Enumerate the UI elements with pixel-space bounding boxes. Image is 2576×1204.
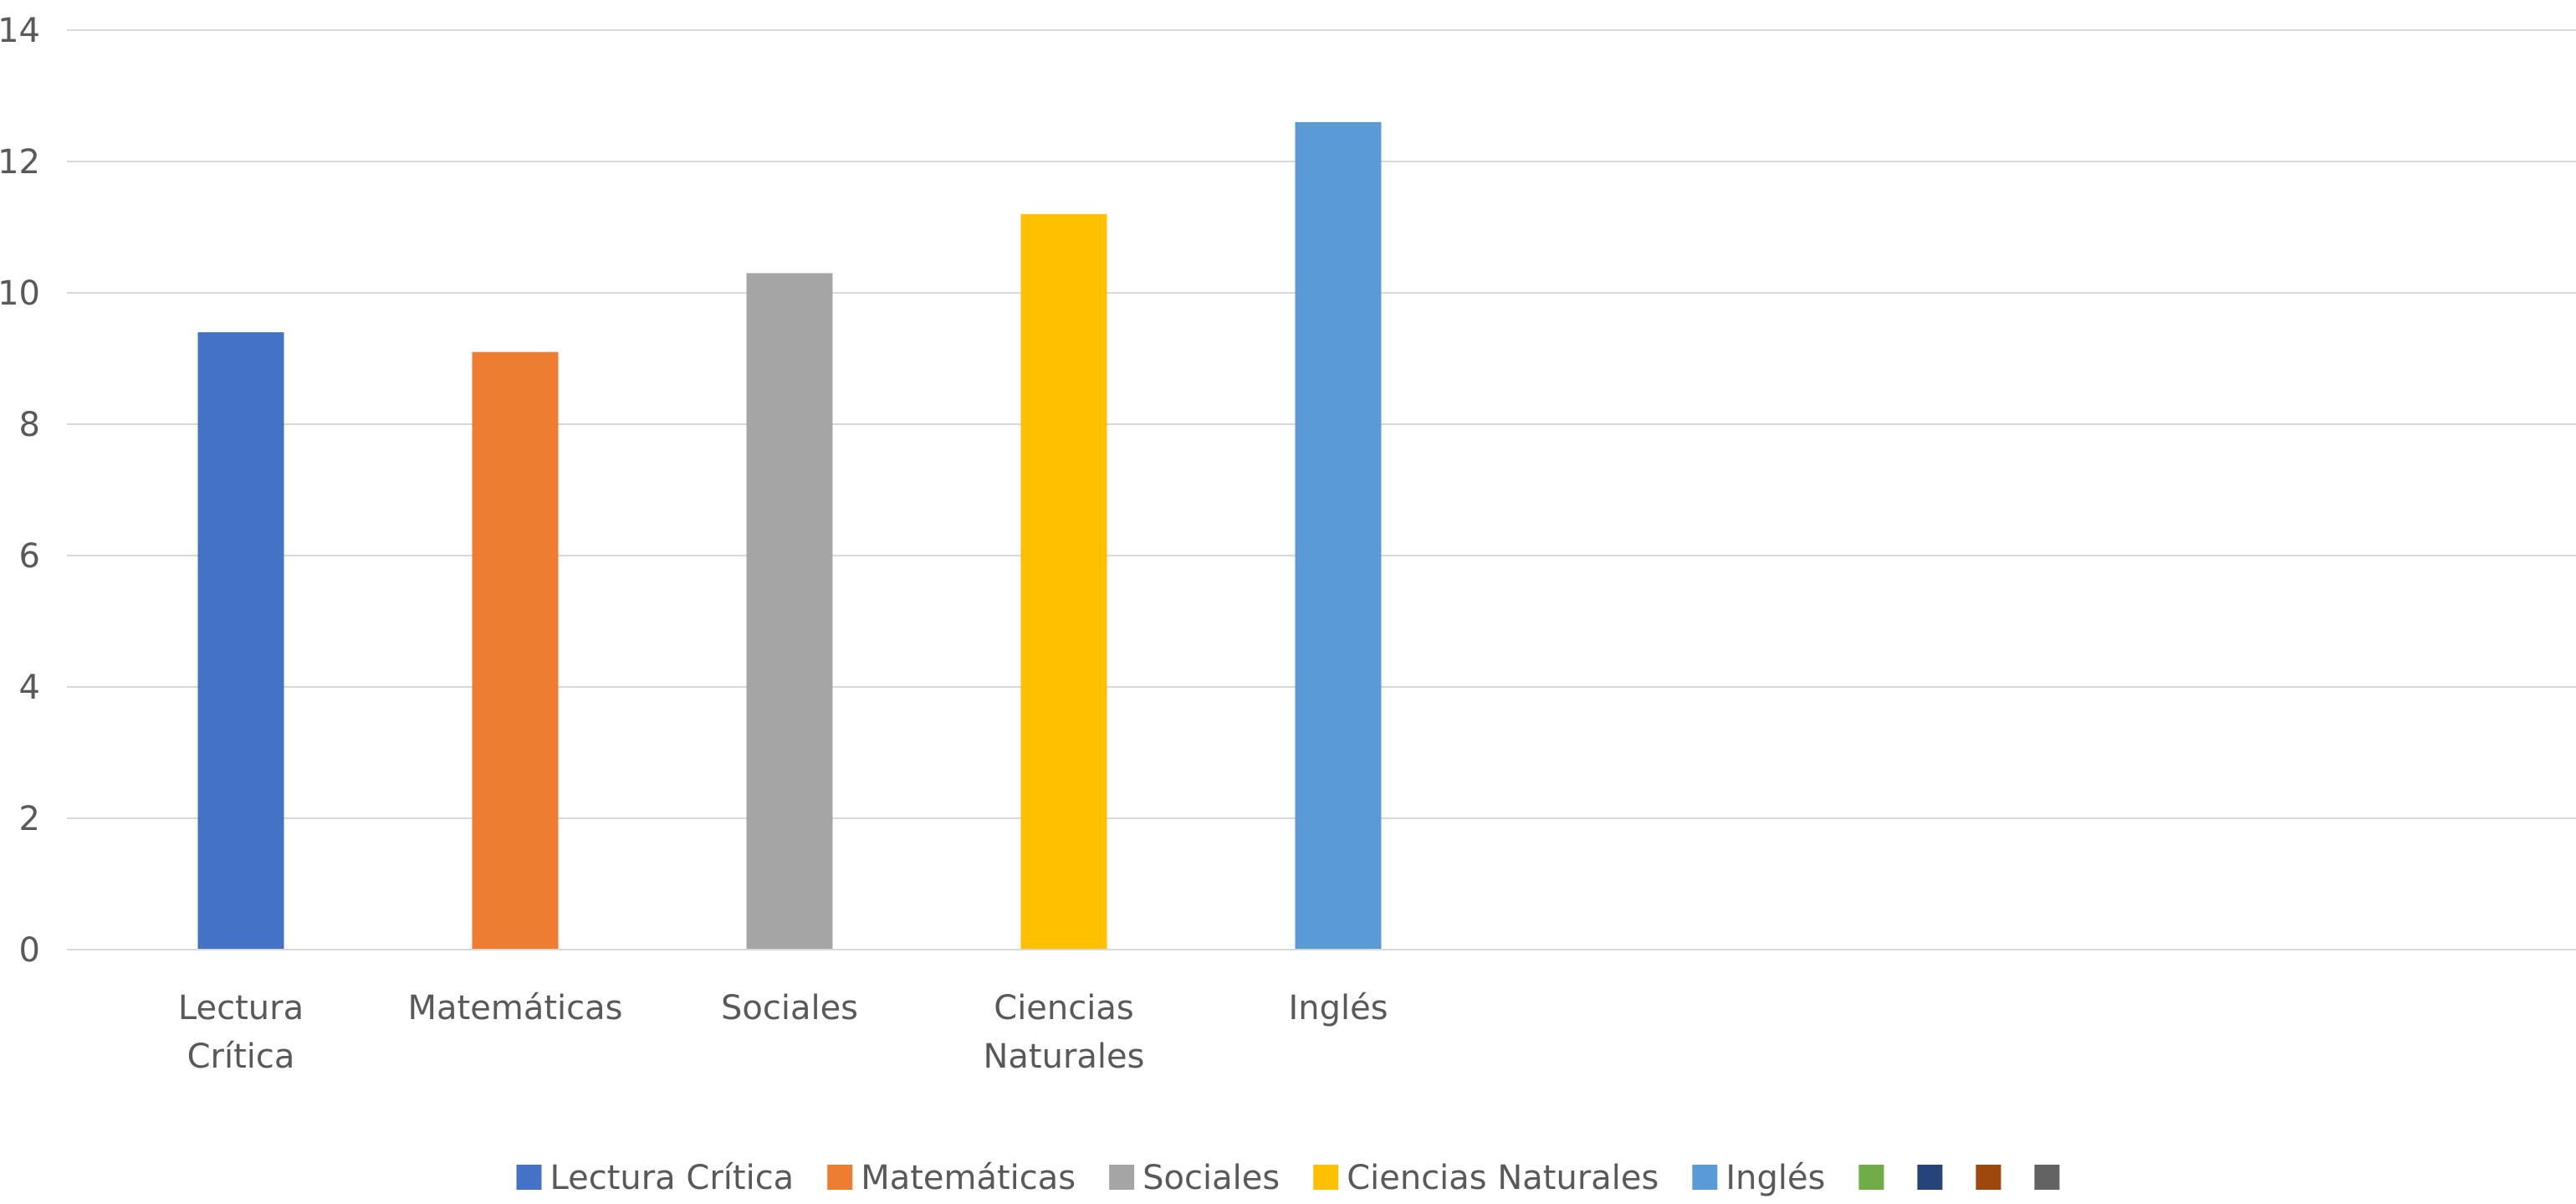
x-tick-label-line: Lectura — [178, 989, 304, 1027]
x-tick-label: Sociales — [721, 989, 858, 1027]
legend-swatch — [1917, 1165, 1943, 1190]
x-tick-label: Lectura Crítica — [178, 989, 304, 1076]
x-tick-label-line: Sociales — [721, 989, 858, 1027]
legend-swatch — [827, 1165, 853, 1190]
x-tick-label-line: Crítica — [187, 1037, 295, 1076]
legend-label: Sociales — [1142, 1159, 1280, 1197]
legend-label: Matemáticas — [861, 1159, 1076, 1197]
x-tick-label: Matemáticas — [408, 989, 623, 1027]
legend-swatch — [1975, 1165, 2001, 1190]
x-tick-label: Inglés — [1288, 989, 1388, 1027]
legend-swatch — [2034, 1165, 2060, 1190]
legend-swatch — [1692, 1165, 1718, 1190]
x-tick-label-line: Matemáticas — [408, 989, 623, 1027]
y-tick-label: 0 — [19, 931, 40, 970]
bar — [746, 273, 833, 950]
x-tick-label-line: Inglés — [1288, 989, 1388, 1027]
x-tick-label-line: Ciencias — [994, 989, 1133, 1027]
y-tick-label: 14 — [0, 12, 40, 50]
bar — [197, 332, 284, 950]
legend-swatch — [516, 1165, 542, 1190]
legend-label: Inglés — [1725, 1159, 1825, 1197]
legend-label: Lectura Crítica — [550, 1159, 795, 1197]
y-tick-label: 8 — [19, 406, 40, 444]
x-axis-labels: Lectura Crítica Matemáticas Sociales Ciencia… — [178, 989, 1388, 1076]
y-axis-ticks: 0 2 4 6 8 10 12 14 — [0, 12, 40, 970]
y-tick-label: 10 — [0, 274, 40, 313]
bar — [1295, 121, 1382, 950]
bars — [197, 121, 1382, 950]
bar — [1020, 213, 1107, 950]
legend-swatch — [1109, 1165, 1135, 1190]
x-tick-label: Ciencias Naturales — [984, 989, 1145, 1076]
bar — [472, 351, 559, 950]
legend-label: Ciencias Naturales — [1347, 1159, 1659, 1197]
y-tick-label: 2 — [19, 800, 40, 838]
legend-swatch — [1858, 1165, 1884, 1190]
y-tick-label: 12 — [0, 143, 40, 182]
legend-swatch — [1313, 1165, 1339, 1190]
y-tick-label: 6 — [19, 537, 40, 576]
legend: Lectura Crítica Matemáticas Sociales Cienci… — [516, 1159, 2060, 1197]
y-tick-label: 4 — [19, 669, 40, 707]
x-tick-label-line: Naturales — [984, 1037, 1145, 1076]
